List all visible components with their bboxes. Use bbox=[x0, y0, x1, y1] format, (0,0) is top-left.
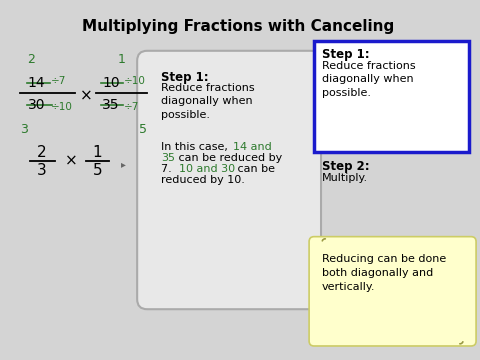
Text: Step 1:: Step 1: bbox=[161, 71, 209, 84]
Text: Step 2:: Step 2: bbox=[322, 160, 370, 173]
Text: 2: 2 bbox=[27, 53, 35, 66]
FancyBboxPatch shape bbox=[137, 51, 321, 309]
Text: 30: 30 bbox=[28, 98, 45, 112]
Text: Multiply.: Multiply. bbox=[322, 173, 368, 183]
Text: ÷7: ÷7 bbox=[51, 76, 66, 86]
Text: 10 and 30: 10 and 30 bbox=[179, 164, 235, 174]
Text: 5: 5 bbox=[93, 163, 102, 177]
Text: Step 1:: Step 1: bbox=[322, 48, 370, 61]
Text: 5: 5 bbox=[139, 123, 147, 136]
Text: 35: 35 bbox=[102, 98, 120, 112]
FancyBboxPatch shape bbox=[309, 237, 476, 346]
FancyBboxPatch shape bbox=[314, 41, 469, 152]
Text: 10: 10 bbox=[102, 76, 120, 90]
Text: ÷7: ÷7 bbox=[124, 103, 140, 112]
Text: Reduce fractions
diagonally when
possible.: Reduce fractions diagonally when possibl… bbox=[161, 82, 254, 120]
Text: 1: 1 bbox=[117, 53, 125, 66]
Text: 14 and: 14 and bbox=[233, 142, 271, 152]
Text: can be reduced by: can be reduced by bbox=[175, 153, 282, 163]
Text: ÷10: ÷10 bbox=[124, 76, 146, 86]
Text: ▸: ▸ bbox=[121, 159, 126, 169]
Text: Multiplying Fractions with Canceling: Multiplying Fractions with Canceling bbox=[83, 19, 395, 34]
Text: 3: 3 bbox=[20, 123, 28, 136]
Text: reduced by 10.: reduced by 10. bbox=[161, 175, 245, 185]
Text: 3: 3 bbox=[37, 163, 47, 177]
Text: 35: 35 bbox=[161, 153, 175, 163]
Text: In this case,: In this case, bbox=[161, 142, 231, 152]
Text: ×: × bbox=[80, 88, 93, 103]
Text: 14: 14 bbox=[28, 76, 46, 90]
Text: Reducing can be done
both diagonally and
vertically.: Reducing can be done both diagonally and… bbox=[322, 253, 446, 292]
Text: 2: 2 bbox=[37, 145, 47, 160]
Text: 1: 1 bbox=[93, 145, 102, 160]
Text: can be: can be bbox=[234, 164, 275, 174]
Text: ÷10: ÷10 bbox=[51, 103, 72, 112]
Text: ×: × bbox=[65, 154, 78, 168]
Text: 7.: 7. bbox=[161, 164, 179, 174]
Text: Reduce fractions
diagonally when
possible.: Reduce fractions diagonally when possibl… bbox=[322, 61, 416, 98]
